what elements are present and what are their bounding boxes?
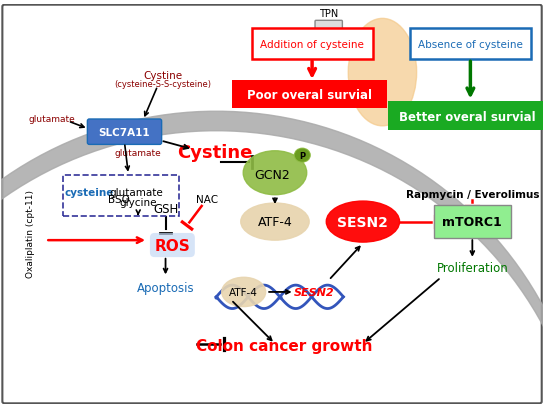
- Text: Absence of cysteine: Absence of cysteine: [418, 40, 523, 49]
- FancyBboxPatch shape: [388, 102, 547, 130]
- FancyBboxPatch shape: [252, 29, 373, 60]
- Text: P: P: [299, 151, 305, 160]
- Ellipse shape: [295, 149, 310, 163]
- FancyBboxPatch shape: [88, 120, 162, 145]
- Text: Colon cancer growth: Colon cancer growth: [197, 338, 373, 353]
- Text: ROS: ROS: [155, 238, 190, 253]
- FancyBboxPatch shape: [434, 205, 511, 238]
- Text: glycine: glycine: [120, 198, 157, 207]
- Text: ATF-4: ATF-4: [258, 216, 293, 229]
- Text: Apoptosis: Apoptosis: [137, 281, 194, 294]
- Text: GCN2: GCN2: [254, 169, 290, 182]
- FancyBboxPatch shape: [2, 6, 542, 403]
- FancyBboxPatch shape: [410, 29, 531, 60]
- Text: NAC: NAC: [196, 195, 218, 204]
- FancyBboxPatch shape: [315, 21, 342, 45]
- Text: glutamate: glutamate: [109, 188, 163, 198]
- Ellipse shape: [295, 150, 309, 162]
- Ellipse shape: [222, 278, 266, 307]
- Text: vena cava: vena cava: [353, 101, 386, 107]
- Text: mTORC1: mTORC1: [443, 216, 502, 229]
- Text: Oxaliplatin (cpt-11): Oxaliplatin (cpt-11): [26, 190, 35, 278]
- Text: SESN2: SESN2: [337, 215, 388, 229]
- Text: SESN2: SESN2: [294, 287, 335, 297]
- Text: Cystine: Cystine: [143, 71, 182, 81]
- Ellipse shape: [243, 151, 307, 195]
- Text: Rapmycin / Everolimus: Rapmycin / Everolimus: [406, 190, 539, 200]
- Text: cysteine: cysteine: [65, 188, 114, 198]
- FancyBboxPatch shape: [63, 175, 179, 216]
- Text: glutamate: glutamate: [115, 148, 162, 157]
- Text: BSO: BSO: [107, 195, 130, 204]
- FancyBboxPatch shape: [232, 81, 387, 109]
- Text: glutamate: glutamate: [29, 114, 75, 123]
- Ellipse shape: [241, 204, 309, 240]
- Ellipse shape: [326, 202, 399, 243]
- Text: ATF-4: ATF-4: [229, 287, 258, 297]
- Text: Addition of cysteine: Addition of cysteine: [260, 40, 364, 49]
- Ellipse shape: [348, 19, 417, 126]
- Text: Better overal survial: Better overal survial: [399, 110, 536, 123]
- Text: GSH: GSH: [153, 203, 178, 216]
- Text: Superior: Superior: [353, 95, 379, 100]
- Text: Poor overal survial: Poor overal survial: [247, 89, 372, 102]
- Text: SLC7A11: SLC7A11: [99, 127, 150, 137]
- Text: TPN: TPN: [319, 9, 338, 19]
- Text: Proliferation: Proliferation: [437, 261, 508, 274]
- Text: Cystine: Cystine: [177, 144, 252, 162]
- Text: (cysteine-S-S-cysteine): (cysteine-S-S-cysteine): [114, 80, 211, 89]
